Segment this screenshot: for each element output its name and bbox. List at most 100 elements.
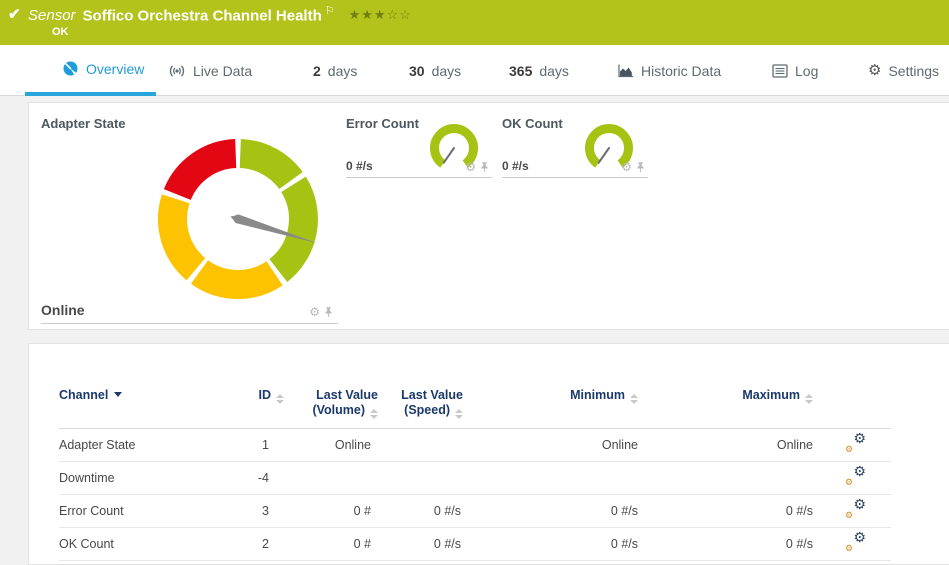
tab-log-label: Log <box>795 62 819 79</box>
sensor-status-bar: ✔ Sensor Soffico Orchestra Channel Health… <box>0 0 949 45</box>
table-row: OK Count 2 0 # 0 #/s 0 #/s 0 #/s ⚙ ⚙ <box>59 527 891 561</box>
sensor-title: Soffico Orchestra Channel Health <box>82 7 322 25</box>
gauge-block-error-count: Error Count 0 #/s ⚙ <box>344 103 494 329</box>
tab-365-days-label: days <box>539 62 569 79</box>
column-header-last-value-speed[interactable]: Last Value (Speed) <box>401 388 463 419</box>
tab-settings-label: Settings <box>888 62 940 79</box>
pin-icon[interactable] <box>323 306 334 318</box>
maximum-value <box>638 461 813 495</box>
last-value-speed: 0 #/s <box>378 494 463 528</box>
minimum-value: 0 #/s <box>463 494 638 528</box>
minimum-value <box>463 461 638 495</box>
channel-settings-icon[interactable]: ⚙ ⚙ <box>845 430 866 454</box>
channel-id: 1 <box>209 428 284 462</box>
channel-id: -4 <box>209 461 284 495</box>
minimum-value: Online <box>463 428 638 462</box>
tab-historic-data[interactable]: Historic Data <box>617 45 721 96</box>
gauges-panel: Adapter State Online ⚙ Error Count 0 #/s… <box>28 102 949 330</box>
tab-settings[interactable]: ⚙ Settings <box>868 45 939 96</box>
column-header-channel[interactable]: Channel <box>59 388 209 429</box>
status-ok-check-icon: ✔ <box>8 6 21 23</box>
gauge-title: OK Count <box>502 116 563 131</box>
gear-icon[interactable]: ⚙ <box>621 160 632 174</box>
channel-name: OK Count <box>59 527 209 561</box>
sort-icon <box>630 394 638 404</box>
channel-name: Downtime <box>59 461 209 495</box>
tab-overview[interactable]: Overview <box>25 45 156 96</box>
channel-settings-icon[interactable]: ⚙ ⚙ <box>845 496 866 520</box>
gauge-icon <box>62 60 79 77</box>
last-value-speed <box>378 428 463 462</box>
tab-365-days-number: 365 <box>509 62 533 79</box>
gauge-title: Error Count <box>346 116 419 131</box>
gauge-block-ok-count: OK Count 0 #/s ⚙ <box>500 103 650 329</box>
channel-settings-icon[interactable]: ⚙ ⚙ <box>845 463 866 487</box>
log-icon <box>772 63 788 78</box>
adapter-state-gauge <box>158 139 318 299</box>
channel-name: Error Count <box>59 494 209 528</box>
channels-table: Channel ID Last Value (Volume) Last Value… <box>59 388 891 561</box>
tab-log[interactable]: Log <box>772 45 818 96</box>
tab-historic-data-label: Historic Data <box>641 62 722 79</box>
pin-icon[interactable] <box>635 161 646 173</box>
column-header-id[interactable]: ID <box>209 388 284 429</box>
error-count-gauge <box>430 124 478 168</box>
table-row: Adapter State 1 Online Online Online ⚙ ⚙ <box>59 428 891 462</box>
tab-30-days[interactable]: 30 days <box>409 45 461 96</box>
table-row: Downtime -4 ⚙ ⚙ <box>59 461 891 495</box>
gear-icon[interactable]: ⚙ <box>465 160 476 174</box>
last-value-volume: 0 # <box>284 527 378 561</box>
tab-live-data[interactable]: Live Data <box>168 45 252 96</box>
gauge-footer: 0 #/s ⚙ <box>502 156 648 178</box>
channel-id: 2 <box>209 527 284 561</box>
maximum-value: 0 #/s <box>638 494 813 528</box>
gauge-last-value: 0 #/s <box>346 159 373 173</box>
channel-settings-icon[interactable]: ⚙ ⚙ <box>845 529 866 553</box>
minimum-value: 0 #/s <box>463 527 638 561</box>
flag-icon[interactable]: ⚐ <box>324 5 335 17</box>
column-header-maximum[interactable]: Maximum <box>638 388 813 429</box>
tab-2-days-label: days <box>327 62 358 79</box>
object-type-label: Sensor <box>28 7 76 25</box>
gauge-title: Adapter State <box>41 116 126 131</box>
gear-icon[interactable]: ⚙ <box>309 305 320 319</box>
tab-30-days-number: 30 <box>409 62 425 79</box>
channels-panel: Channel ID Last Value (Volume) Last Value… <box>28 343 949 565</box>
sensor-title-line: Sensor Soffico Orchestra Channel Health ⚐ ★… <box>28 4 412 25</box>
sort-icon <box>370 409 378 419</box>
tab-365-days[interactable]: 365 days <box>509 45 569 96</box>
gauge-footer: 0 #/s ⚙ <box>346 156 492 178</box>
tab-live-data-label: Live Data <box>193 62 253 79</box>
maximum-value: Online <box>638 428 813 462</box>
tab-bar: Overview Live Data 2 days 30 days 365 da… <box>0 45 949 96</box>
area-chart-icon <box>617 63 634 79</box>
last-value-volume: 0 # <box>284 494 378 528</box>
channel-id: 3 <box>209 494 284 528</box>
maximum-value: 0 #/s <box>638 527 813 561</box>
ok-count-gauge <box>585 124 633 168</box>
sort-icon <box>276 394 284 404</box>
sort-icon <box>805 394 813 404</box>
gear-icon: ⚙ <box>868 62 882 79</box>
column-header-last-value-volume[interactable]: Last Value (Volume) <box>312 388 378 419</box>
tab-overview-label: Overview <box>86 60 145 77</box>
tab-2-days-number: 2 <box>313 62 321 79</box>
last-value-volume <box>284 461 378 495</box>
last-value-volume: Online <box>284 428 378 462</box>
channel-name: Adapter State <box>59 428 209 462</box>
priority-stars[interactable]: ★★★☆☆ <box>348 7 412 23</box>
tab-30-days-label: days <box>431 62 462 79</box>
table-header-row: Channel ID Last Value (Volume) Last Value… <box>59 388 891 429</box>
gauge-footer: Online ⚙ <box>41 302 338 324</box>
gauge-last-value: 0 #/s <box>502 159 529 173</box>
sort-caret-icon <box>114 392 123 397</box>
column-header-actions <box>813 388 891 429</box>
gauge-block-adapter-state: Adapter State Online ⚙ <box>39 103 339 329</box>
table-row: Error Count 3 0 # 0 #/s 0 #/s 0 #/s ⚙ ⚙ <box>59 494 891 528</box>
sensor-status-text: OK <box>52 26 69 38</box>
last-value-speed <box>378 461 463 495</box>
column-header-minimum[interactable]: Minimum <box>463 388 638 429</box>
pin-icon[interactable] <box>479 161 490 173</box>
tab-2-days[interactable]: 2 days <box>313 45 357 96</box>
